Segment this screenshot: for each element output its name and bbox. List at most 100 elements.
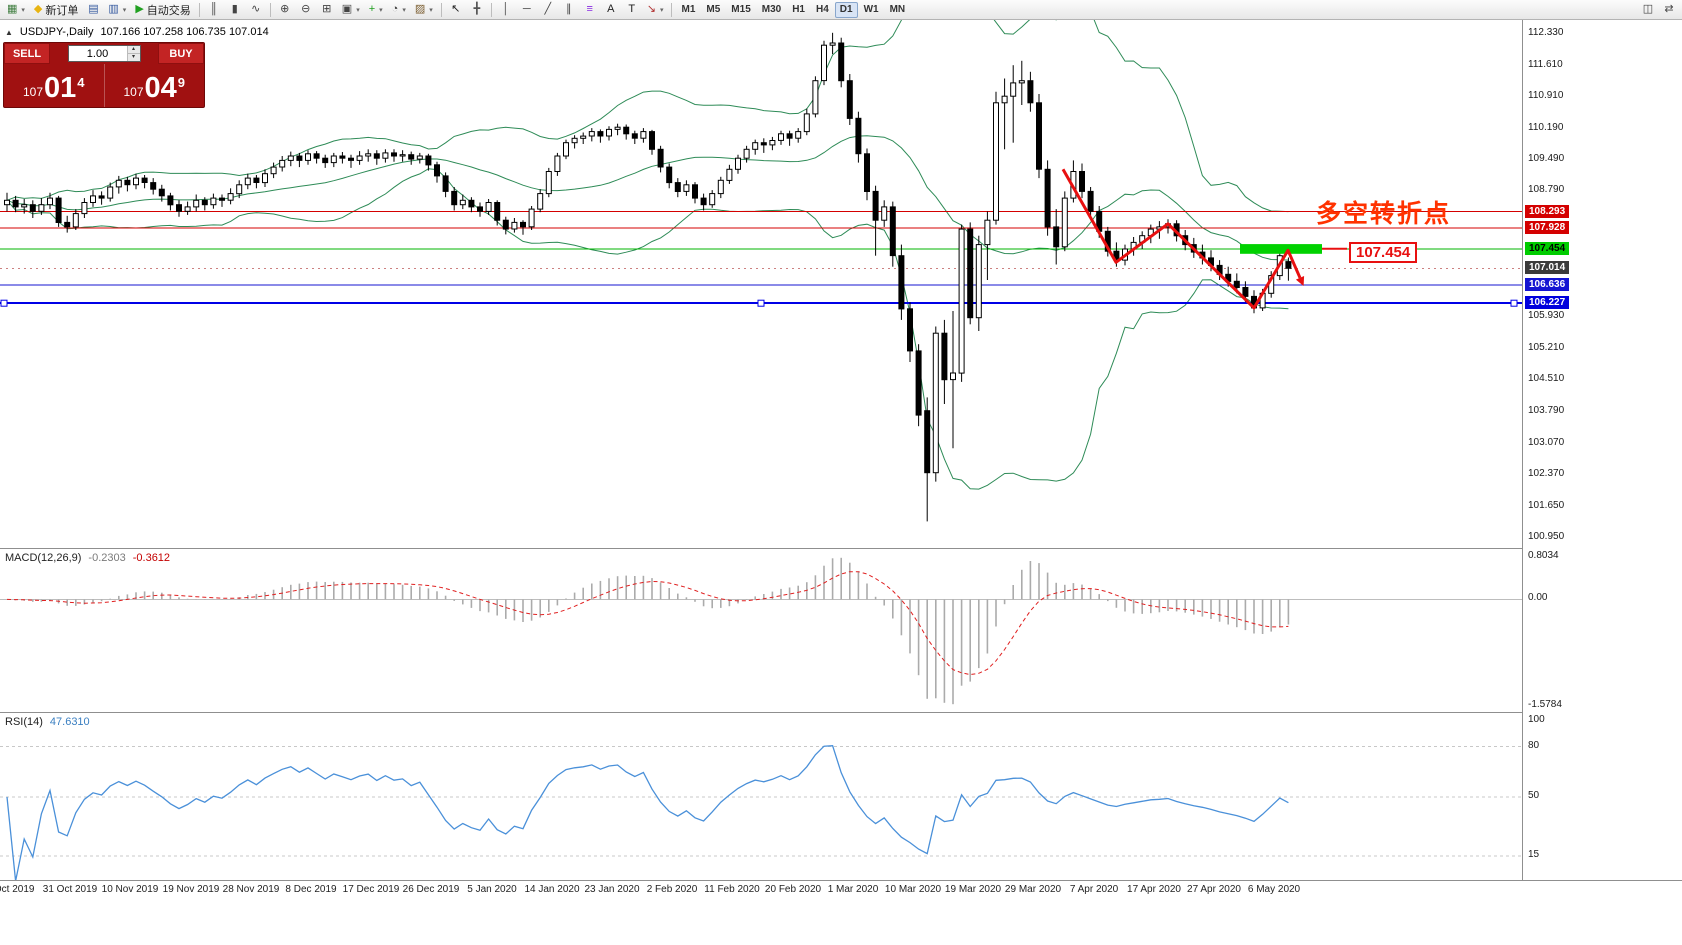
volume-up-button[interactable]: ▴ <box>127 46 140 54</box>
chart-type-candles-button[interactable]: ▮ <box>225 1 245 19</box>
candles <box>4 32 1292 522</box>
horizontal-line-icon: ─ <box>522 3 531 15</box>
navigator-button[interactable]: ⇄ <box>1659 1 1679 19</box>
date-label: 11 Feb 2020 <box>704 884 760 895</box>
scale-label: 100 <box>1528 714 1545 725</box>
volume-input[interactable] <box>68 46 127 61</box>
price-callout-label[interactable]: 107.454 <box>1349 242 1418 263</box>
rsi-canvas[interactable] <box>0 713 1522 880</box>
timeframe-m1-button[interactable]: M1 <box>681 4 696 15</box>
timeframe-m30-button[interactable]: M30 <box>761 4 782 15</box>
chart-type-bars-button[interactable]: ║ <box>204 1 224 19</box>
timeframe-h1-button[interactable]: H1 <box>792 4 805 15</box>
scale-label: 109.490 <box>1528 153 1565 164</box>
cursor-button[interactable]: ↖ <box>446 1 466 19</box>
green-zone-annotation[interactable] <box>1240 244 1322 254</box>
arrows-dropdown-icon[interactable]: ▾ <box>659 6 664 14</box>
crosshair-button[interactable]: ╋ <box>467 1 487 19</box>
equidistant-channel-button[interactable]: ∥ <box>559 1 579 19</box>
zoom-in-button[interactable]: ⊕ <box>275 1 295 19</box>
main-chart-canvas[interactable] <box>0 20 1522 548</box>
zoom-out-button[interactable]: ⊖ <box>296 1 316 19</box>
date-label: 14 Jan 2020 <box>524 884 580 895</box>
macd-signal-value: -0.3612 <box>132 552 171 564</box>
scale-label: 108.293 <box>1525 205 1570 218</box>
new-chart-button[interactable]: ▦ ▾ <box>3 1 29 19</box>
market-watch-dropdown-icon[interactable]: ▾ <box>122 6 127 14</box>
buy-price-figure: 107 <box>123 85 144 99</box>
chart-type-line-icon: ∿ <box>251 3 261 15</box>
indicators-button[interactable]: + ▾ <box>365 1 387 19</box>
text-icon: A <box>607 3 615 15</box>
main-chart-pane[interactable]: ▲ USDJPY-,Daily 107.166 107.258 106.735 … <box>0 20 1522 548</box>
collapse-panel-icon[interactable]: ▲ <box>5 27 13 37</box>
scale-label: 112.330 <box>1528 27 1564 38</box>
fibonacci-button[interactable]: ≡ <box>580 1 600 19</box>
rsi-pane[interactable]: RSI(14) 47.6310 <box>0 712 1522 880</box>
date-label: 6 May 2020 <box>1247 884 1301 895</box>
symbol-name: USDJPY-,Daily <box>19 26 94 38</box>
date-label: 29 Mar 2020 <box>1004 884 1062 895</box>
volume-down-button[interactable]: ▾ <box>127 54 140 61</box>
date-label: 19 Nov 2019 <box>162 884 220 895</box>
date-label: 31 Oct 2019 <box>42 884 98 895</box>
timeframe-m5-button[interactable]: M5 <box>706 4 721 15</box>
profiles-icon: ▤ <box>88 3 99 15</box>
text-button[interactable]: A <box>601 1 621 19</box>
market-watch-button[interactable]: ▥ ▾ <box>104 1 130 19</box>
macd-pane[interactable]: MACD(12,26,9) -0.2303 -0.3612 <box>0 548 1522 712</box>
horizontal-line-button[interactable]: ─ <box>517 1 537 19</box>
tile-windows-button[interactable]: ⊞ <box>317 1 337 19</box>
new-order-button[interactable]: ◆ 新订单 <box>30 1 82 19</box>
hline-handle[interactable] <box>0 299 8 307</box>
scale-label: -1.5784 <box>1528 699 1562 710</box>
macd-main-value: -0.2303 <box>88 552 126 564</box>
buy-button[interactable]: BUY <box>158 43 204 64</box>
date-label: 26 Dec 2019 <box>402 884 460 895</box>
indicators-dropdown-icon[interactable]: ▾ <box>379 6 383 14</box>
auto-trading-label: 自动交易 <box>146 4 191 17</box>
buy-price-button[interactable]: 107 04 9 <box>105 64 205 107</box>
timeframe-m15-button[interactable]: M15 <box>731 4 751 15</box>
trendline-button[interactable]: ╱ <box>538 1 558 19</box>
hline-handle[interactable] <box>757 299 765 307</box>
scale-label: 105.210 <box>1528 342 1565 353</box>
sell-price-button[interactable]: 107 01 4 <box>4 64 105 107</box>
macd-canvas[interactable] <box>0 549 1522 712</box>
timeframe-w1-button[interactable]: W1 <box>863 4 879 15</box>
vertical-line-button[interactable]: │ <box>496 1 516 19</box>
chart-type-line-button[interactable]: ∿ <box>246 1 266 19</box>
templates-icon: ▨ <box>414 3 426 15</box>
symbol-ohlc: 107.166 107.258 106.735 107.014 <box>100 26 269 38</box>
horizontal-level-lines[interactable] <box>0 211 1522 305</box>
auto-arrange-dropdown-icon[interactable]: ▾ <box>356 6 360 14</box>
macd-signal-line <box>6 571 1289 676</box>
trend-zigzag-annotation[interactable] <box>1061 168 1305 310</box>
profiles-button[interactable]: ▤ <box>83 1 103 19</box>
turning-point-annotation[interactable]: 多空转折点 <box>1316 200 1452 228</box>
periods-dropdown-icon[interactable]: ▾ <box>402 6 406 14</box>
indicators-icon: + <box>368 3 376 15</box>
templates-dropdown-icon[interactable]: ▾ <box>429 6 433 14</box>
price-scale[interactable]: 112.330 111.610 110.910 110.190 109.490 108.7… <box>1522 20 1682 880</box>
data-window-button[interactable]: ◫ <box>1638 1 1658 19</box>
arrows-button[interactable]: ↘ ▾ <box>643 1 668 19</box>
timeframe-h4-button[interactable]: H4 <box>816 4 829 15</box>
text-label-button[interactable]: T <box>622 1 642 19</box>
hline-handle[interactable] <box>1510 299 1518 307</box>
macd-label: MACD(12,26,9) -0.2303 -0.3612 <box>5 552 170 564</box>
periods-button[interactable]: ◔ ▾ <box>388 1 410 19</box>
auto-arrange-button[interactable]: ▣ ▾ <box>338 1 364 19</box>
timeframe-mn-button[interactable]: MN <box>889 4 906 15</box>
text-label-icon: T <box>628 3 636 15</box>
scale-label: 107.928 <box>1525 221 1570 234</box>
zoom-out-icon: ⊖ <box>301 3 311 15</box>
arrows-icon: ↘ <box>646 3 656 15</box>
scale-label: 105.930 <box>1528 310 1565 321</box>
new-chart-dropdown-icon[interactable]: ▾ <box>21 6 25 14</box>
auto-trading-button[interactable]: ▶ 自动交易 <box>131 1 194 19</box>
timeframe-d1-button[interactable]: D1 <box>834 1 858 18</box>
templates-button[interactable]: ▨ ▾ <box>411 1 437 19</box>
sell-button[interactable]: SELL <box>4 43 50 64</box>
